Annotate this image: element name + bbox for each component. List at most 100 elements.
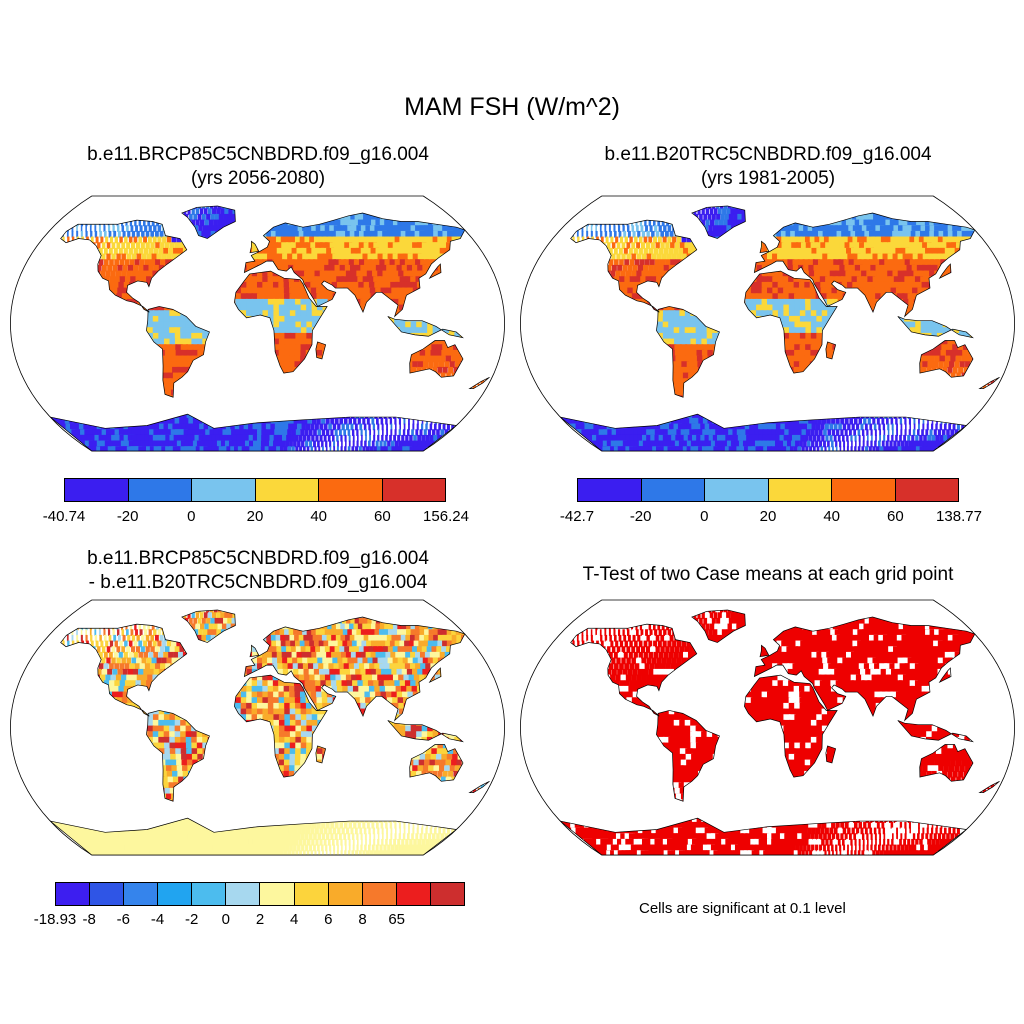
- coastline-africa: [234, 270, 328, 374]
- coastline-eurasia: [243, 616, 466, 722]
- colorbar-swatch: [641, 479, 705, 501]
- significance-note: Cells are significant at 0.1 level: [639, 900, 846, 917]
- panel-1-map: [10, 195, 505, 452]
- coastline-antarctica: [559, 817, 968, 856]
- coastline-africa: [234, 674, 328, 778]
- coastline-africa: [744, 674, 838, 778]
- colorbar-tick-label: 6: [324, 911, 333, 928]
- colorbar-tick-label: 40: [823, 508, 840, 525]
- panel-1-title: b.e11.BRCP85C5CNBDRD.f09_g16.004 (yrs 20…: [8, 143, 508, 191]
- colorbar-swatch: [192, 883, 227, 905]
- figure-title: MAM FSH (W/m^2): [404, 93, 620, 121]
- coastline-madagascar: [315, 341, 327, 360]
- coastline-greenland: [691, 205, 746, 239]
- colorbar-tick-label: 4: [289, 911, 299, 928]
- panel-1-title-line2: (yrs 2056-2080): [190, 168, 326, 189]
- colorbar-1: [64, 478, 446, 502]
- panel-2-title-line1: b.e11.B20TRC5CNBDRD.f09_g16.004: [604, 144, 932, 165]
- colorbar-tick-label: 0: [700, 508, 709, 525]
- colorbar-tick-label: 0: [221, 911, 230, 928]
- colorbar-swatch: [124, 883, 159, 905]
- coastline-eurasia: [753, 212, 976, 318]
- colorbar-tick-label: 0: [187, 508, 196, 525]
- coastline-northAmerica: [570, 219, 698, 313]
- colorbar-swatch: [226, 883, 261, 905]
- colorbar-tick-label: 20: [759, 508, 777, 525]
- coastline-greenland: [181, 609, 236, 643]
- coastline-greenland: [181, 205, 236, 239]
- coastline-uk: [249, 240, 260, 254]
- coastline-southAmerica: [146, 306, 210, 398]
- colorbar-3: [55, 882, 465, 906]
- coastline-japan: [428, 263, 442, 280]
- panel-4-title: T-Test of two Case means at each grid po…: [518, 563, 1018, 587]
- colorbar-swatch: [128, 479, 192, 501]
- coastline-madagascar: [315, 745, 327, 764]
- coastline-eurasia: [243, 212, 466, 318]
- coastline-nz: [468, 780, 490, 793]
- panel-2-title: b.e11.B20TRC5CNBDRD.f09_g16.004 (yrs 198…: [518, 143, 1018, 191]
- colorbar-tick-label: 60: [886, 508, 904, 525]
- colorbar-swatch: [65, 479, 129, 501]
- colorbar-swatch: [260, 883, 295, 905]
- coastline-japan: [938, 263, 952, 280]
- colorbar-swatch: [382, 479, 445, 501]
- colorbar-tick-label: -8: [82, 911, 96, 928]
- coastline-northAmerica: [60, 623, 188, 717]
- colorbar-swatch: [396, 883, 431, 905]
- coastline-southAmerica: [656, 306, 720, 398]
- coastline-nz: [468, 376, 490, 389]
- colorbar-swatch: [705, 479, 769, 501]
- coastline-japan: [428, 667, 442, 684]
- colorbar-tick-label: -4: [150, 911, 165, 928]
- coastline-uk: [759, 240, 770, 254]
- panel-4-map: [520, 599, 1015, 856]
- coastline-greenland: [691, 609, 746, 643]
- colorbar-tick-label: 40: [310, 508, 327, 525]
- colorbar-swatch: [192, 479, 256, 501]
- colorbar-swatch: [319, 479, 383, 501]
- coastline-madagascar: [825, 745, 837, 764]
- coastline-madagascar: [825, 341, 837, 360]
- coastline-southAmerica: [146, 710, 210, 802]
- coastline-indonesia: [897, 316, 974, 339]
- panel-4-title-line1: T-Test of two Case means at each grid po…: [582, 564, 954, 585]
- colorbar-2: [577, 478, 959, 502]
- coastline-indonesia: [387, 720, 464, 743]
- coastline-antarctica: [49, 413, 458, 452]
- colorbar-swatch: [158, 883, 193, 905]
- panel-3-map: [10, 599, 505, 856]
- colorbar-tick-label: 20: [246, 508, 264, 525]
- panel-3-title-line1: b.e11.BRCP85C5CNBDRD.f09_g16.004: [87, 548, 429, 569]
- colorbar-tick-label: -42.7: [559, 508, 595, 525]
- coastline-uk: [759, 644, 770, 658]
- colorbar-tick-label: 138.77: [936, 508, 982, 525]
- colorbar-swatch: [56, 883, 91, 905]
- colorbar-tick-label: -2: [184, 911, 199, 928]
- colorbar-tick-label: 8: [358, 911, 367, 928]
- colorbar-swatch: [328, 883, 363, 905]
- coastline-nz: [978, 376, 1000, 389]
- coastline-australia: [919, 744, 974, 782]
- colorbar-swatch: [832, 479, 896, 501]
- colorbar-swatch: [255, 479, 319, 501]
- coastline-australia: [409, 340, 464, 378]
- colorbar-tick-label: -6: [116, 911, 130, 928]
- coastline-africa: [744, 270, 838, 374]
- colorbar-tick-label: -18.93: [33, 911, 77, 928]
- colorbar-tick-label: -40.74: [42, 508, 86, 525]
- coastline-australia: [409, 744, 464, 782]
- colorbar-tick-label: -20: [116, 508, 139, 525]
- panel-1-title-line1: b.e11.BRCP85C5CNBDRD.f09_g16.004: [87, 144, 429, 165]
- colorbar-tick-label: 60: [373, 508, 391, 525]
- colorbar-swatch: [90, 883, 125, 905]
- coastline-northAmerica: [60, 219, 188, 313]
- coastline-uk: [249, 644, 260, 658]
- coastline-southAmerica: [656, 710, 720, 802]
- coastline-eurasia: [753, 616, 976, 722]
- colorbar-swatch: [895, 479, 958, 501]
- coastline-antarctica: [49, 817, 458, 856]
- colorbar-tick-label: 65: [388, 911, 405, 928]
- coastline-northAmerica: [570, 623, 698, 717]
- coastline-indonesia: [897, 720, 974, 743]
